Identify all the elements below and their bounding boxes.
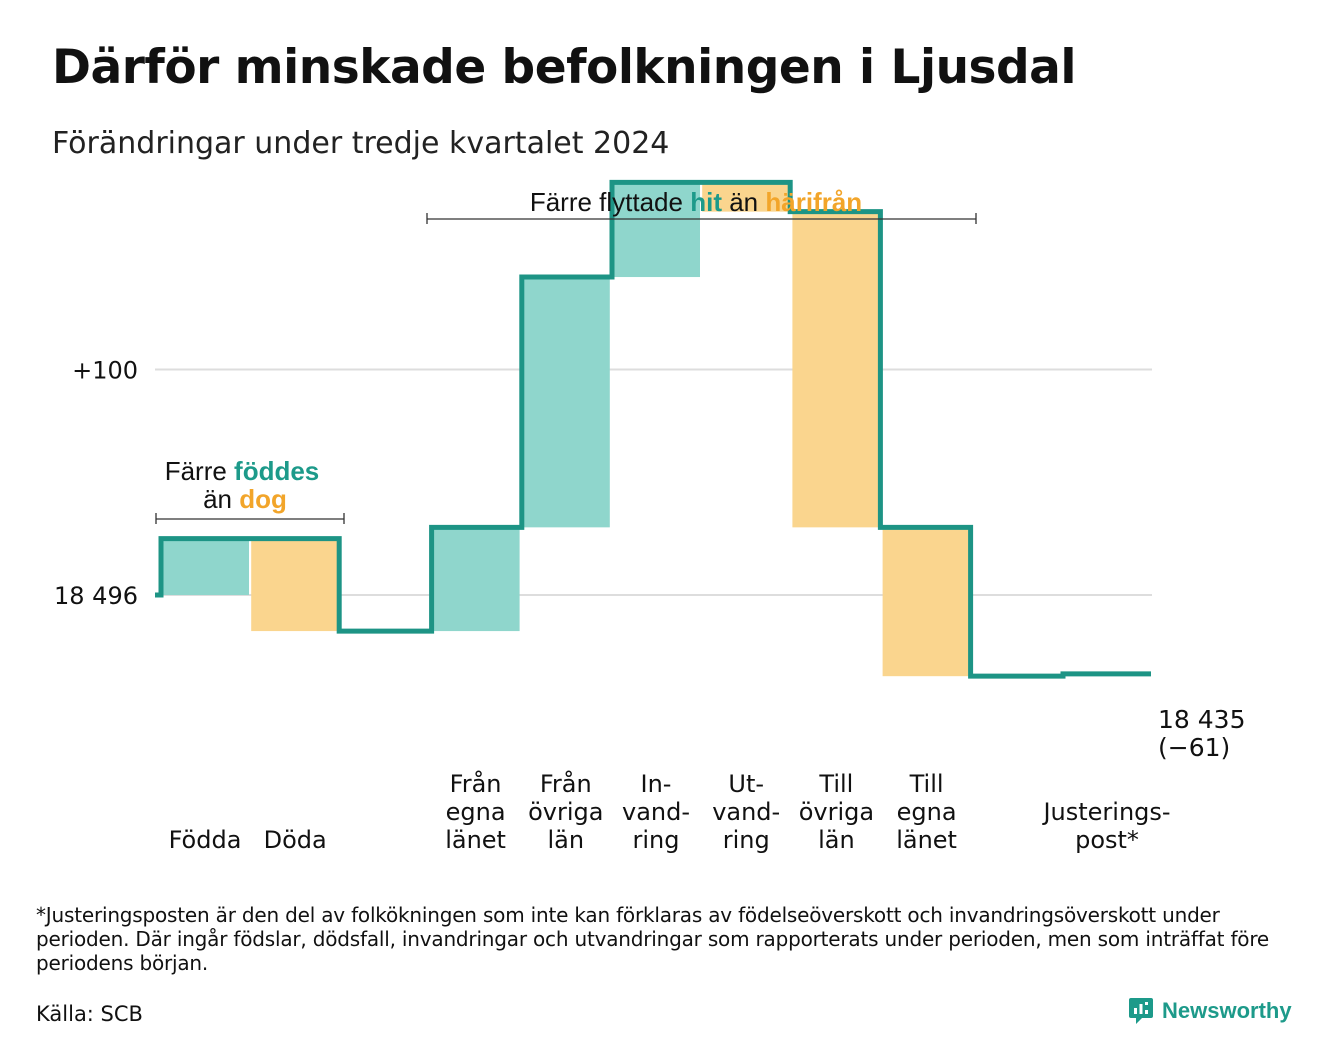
chart-subtitle: Förändringar under tredje kvartalet 2024 — [52, 126, 670, 161]
x-category-label: Till egna länet — [896, 770, 957, 854]
births-text-dog: dog — [239, 484, 287, 514]
births-text-prefix: Färre — [165, 456, 234, 486]
end-change-label: (−61) — [1158, 733, 1230, 762]
x-category-labels: Födda Döda Från egna länet Från övriga län In-va… — [169, 769, 1171, 854]
bar-inflow — [612, 182, 700, 278]
births-annotation: Färre föddes än dog — [155, 456, 345, 524]
births-text-foddes: föddes — [234, 456, 319, 486]
migration-text-harifran: härifrån — [765, 187, 862, 217]
births-annotation-line1: Färre föddes — [165, 456, 320, 486]
footnote: *Justeringsposten är den del av folkökni… — [36, 903, 1270, 975]
x-category-label: Döda — [264, 826, 327, 854]
bars — [161, 182, 971, 677]
migration-text-prefix: Färre flyttade — [530, 187, 690, 217]
bar-inflow — [161, 538, 249, 595]
x-category-label: Från övriga län — [528, 769, 603, 854]
migration-annotation: Färre flyttade hit än härifrån — [426, 187, 977, 224]
bar-outflow — [882, 527, 971, 677]
x-category-label: Till övriga län — [799, 770, 874, 854]
y-tick-label: 18 496 — [54, 582, 138, 610]
end-value-label: 18 435 — [1158, 705, 1245, 734]
newsworthy-logo-icon — [1129, 998, 1153, 1024]
migration-text-middle: än — [722, 187, 765, 217]
bar-outflow — [792, 211, 881, 528]
bar-inflow — [431, 527, 520, 632]
cumulative-step-line — [155, 179, 1151, 679]
brand-name: Newsworthy — [1162, 998, 1292, 1023]
bar-outflow — [251, 538, 340, 632]
bar-outflow — [702, 182, 791, 212]
step-line-layer — [155, 179, 1151, 679]
brand-logo[interactable]: Newsworthy — [1128, 996, 1292, 1026]
migration-annotation-text: Färre flyttade hit än härifrån — [530, 187, 862, 217]
x-category-label: Justerings-post* — [1041, 798, 1170, 854]
bar-inflow — [521, 277, 610, 528]
births-annotation-line2: än dog — [203, 484, 287, 514]
y-tick-label: +100 — [72, 357, 138, 385]
migration-text-hit: hit — [690, 187, 722, 217]
source-label: Källa: SCB — [36, 1002, 143, 1026]
y-tick-labels: 18 496 +100 — [54, 357, 138, 611]
x-category-label: Födda — [169, 826, 242, 854]
chart-title: Därför minskade befolkningen i Ljusdal — [52, 40, 1077, 95]
x-category-label: In-vand-ring — [622, 770, 690, 854]
x-category-label: Ut-vand-ring — [712, 770, 780, 854]
births-text-an: än — [203, 484, 239, 514]
waterfall-chart: 18 496 +100 Födda Döda Från egna länet Från övr… — [54, 179, 1245, 854]
x-category-label: Från egna länet — [445, 769, 506, 854]
